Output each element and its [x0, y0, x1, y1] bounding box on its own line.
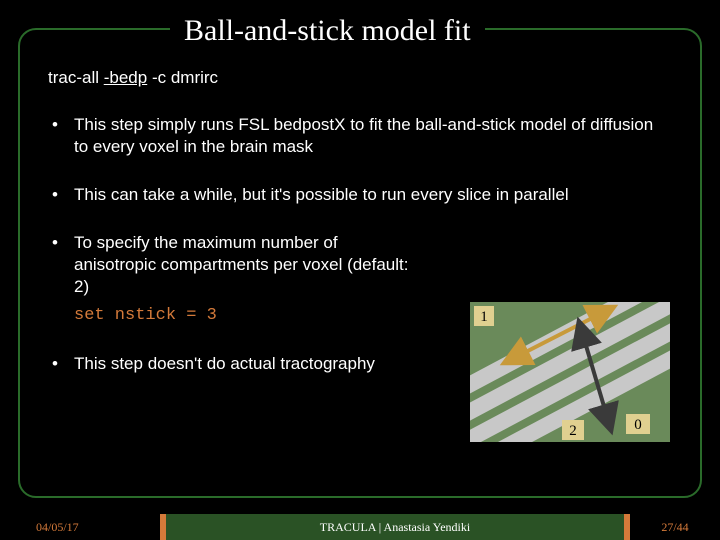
- command-line: trac-all -bedp -c dmrirc: [48, 68, 672, 88]
- footer: 04/05/17 TRACULA | Anastasia Yendiki 27/…: [0, 514, 720, 540]
- footer-center: TRACULA | Anastasia Yendiki: [166, 514, 624, 540]
- footer-date: 04/05/17: [0, 514, 160, 540]
- cmd-part1: trac-all: [48, 68, 104, 87]
- bullet-1: This step simply runs FSL bedpostX to fi…: [48, 114, 672, 158]
- code-line: set nstick = 3: [74, 305, 418, 327]
- bullet-3: To specify the maximum number of anisotr…: [48, 232, 418, 326]
- label-0: 0: [634, 417, 642, 433]
- cmd-part2: -c dmrirc: [147, 68, 218, 87]
- label-1: 1: [480, 309, 488, 325]
- label-2: 2: [569, 423, 577, 439]
- slide-title: Ball-and-stick model fit: [170, 14, 485, 48]
- cmd-flag: -bedp: [104, 68, 147, 87]
- footer-page: 27/44: [630, 514, 720, 540]
- bullet-2: This can take a while, but it's possible…: [48, 184, 672, 206]
- bullet-3-text: To specify the maximum number of anisotr…: [74, 233, 409, 296]
- compartment-diagram: 1 2 0: [470, 302, 670, 442]
